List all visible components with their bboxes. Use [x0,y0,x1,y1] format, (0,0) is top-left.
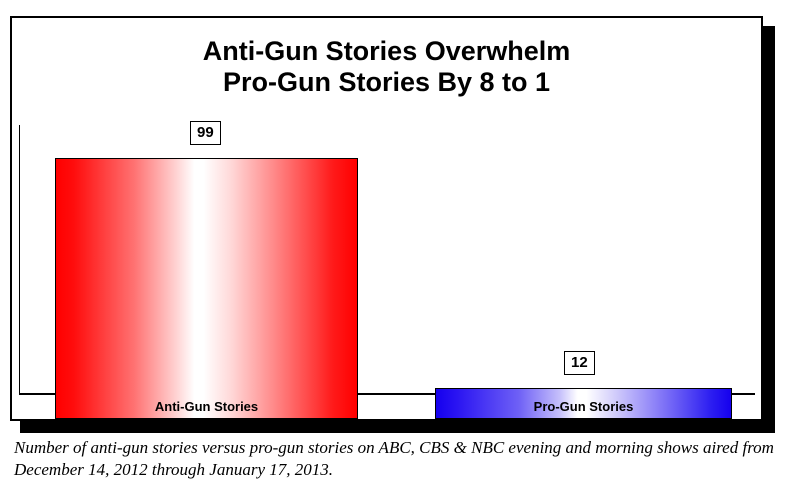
value-label-anti-gun-stories: 99 [190,121,221,145]
bar-pro-gun-stories [435,388,732,419]
chart-title: Anti-Gun Stories Overwhelm Pro-Gun Stori… [12,36,761,98]
y-axis-line [19,125,20,394]
chart-caption: Number of anti-gun stories versus pro-gu… [14,438,774,479]
value-label-pro-gun-stories: 12 [564,351,595,375]
category-label-pro-gun-stories: Pro-Gun Stories [533,399,634,414]
bar-anti-gun-stories [55,158,358,419]
chart-title-line-2: Pro-Gun Stories By 8 to 1 [222,67,551,97]
chart-title-line-1: Anti-Gun Stories Overwhelm [202,36,571,66]
chart-panel: Anti-Gun Stories Overwhelm Pro-Gun Stori… [10,16,763,421]
category-label-anti-gun-stories: Anti-Gun Stories [154,399,259,414]
plot-area: 99 12 Anti-Gun Stories Pro-Gun Stories [12,18,761,419]
x-axis-line [19,393,755,395]
